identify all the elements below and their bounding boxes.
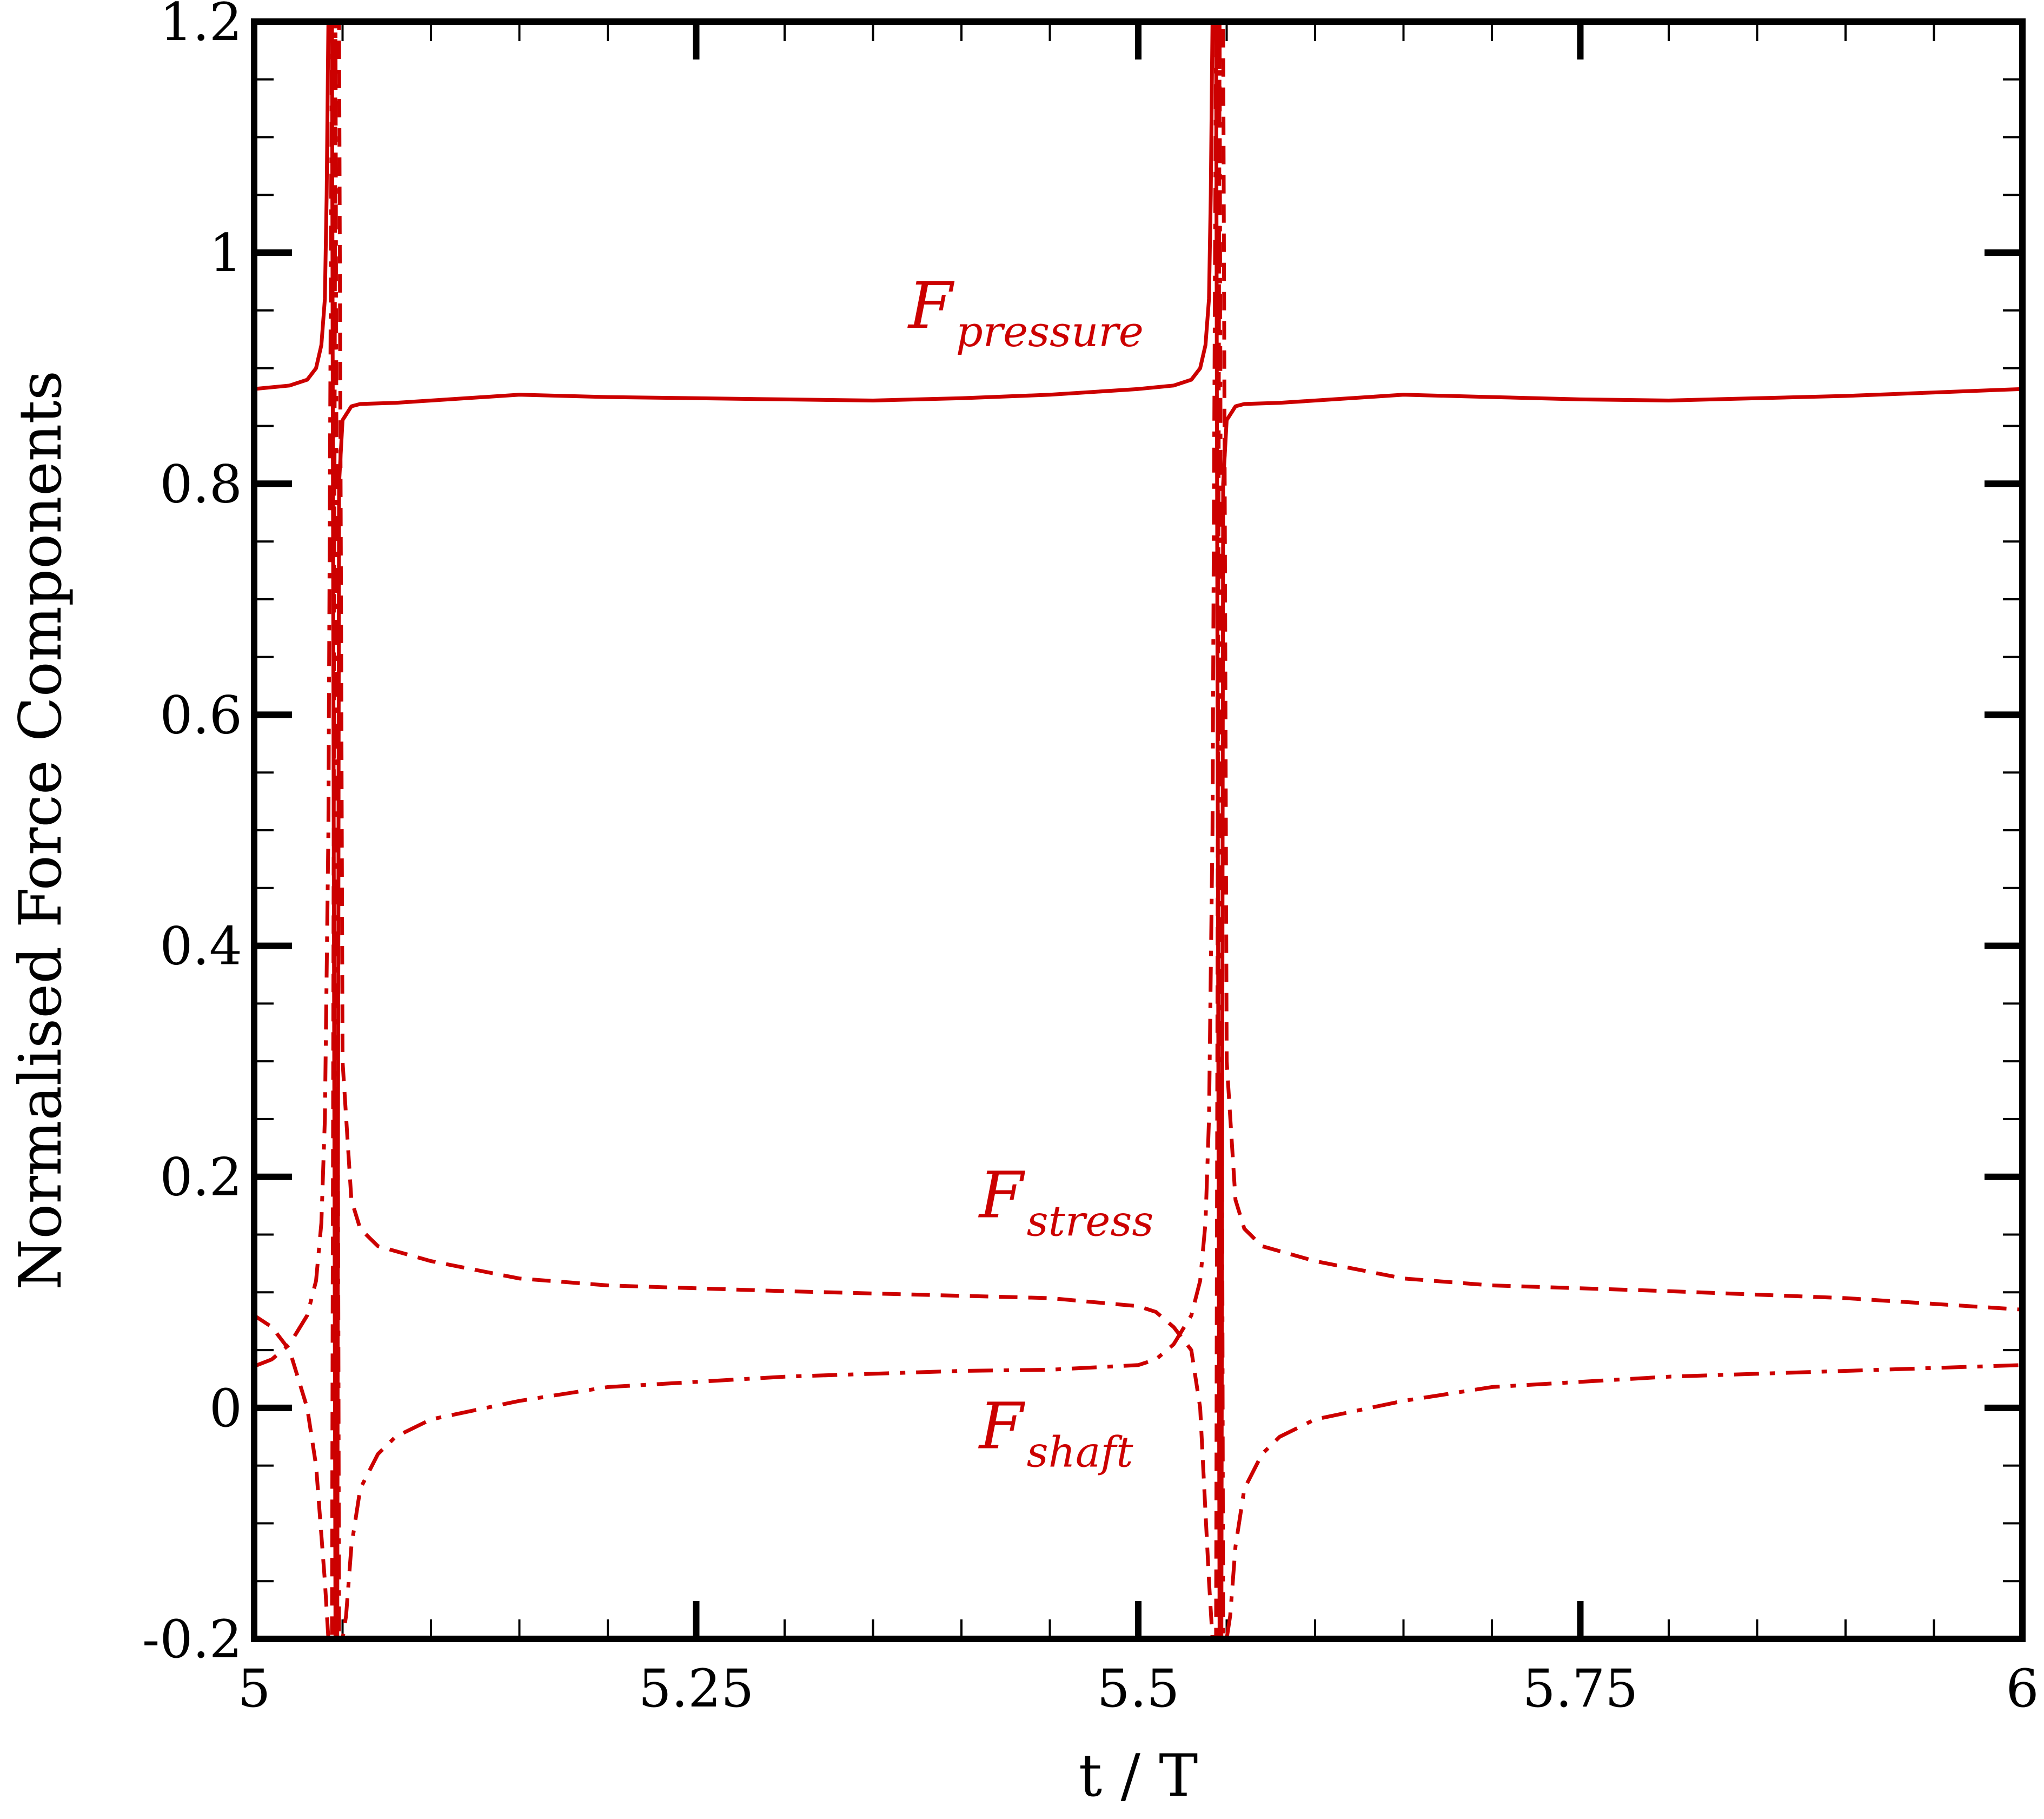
series-annotations: Fpressure Fstress Fshaft: [907, 268, 1154, 1477]
y-tick-label: 0.2: [160, 1147, 242, 1208]
series-lines: [254, 22, 2022, 1639]
y-tick-label: 0.6: [160, 685, 242, 745]
x-tick-label: 5: [237, 1658, 270, 1719]
series-line-pressure: [254, 22, 2022, 1639]
series-line-stress: [254, 22, 2022, 1639]
x-tick-label: 5.75: [1523, 1658, 1638, 1719]
y-axis-title: Normalised Force Components: [7, 371, 75, 1290]
series-line-shaft: [254, 22, 2022, 1639]
series-label-shaft: Fshaft: [978, 1389, 1134, 1477]
y-tick-label: 1: [209, 223, 242, 283]
series-label-stress: Fstress: [978, 1157, 1154, 1246]
x-axis-title: t / T: [1079, 1742, 1198, 1810]
plot-frame: [251, 18, 2026, 1642]
y-tick-label: 0.4: [160, 916, 242, 977]
x-tick-label: 6: [2006, 1658, 2039, 1719]
y-tick-label: 0: [209, 1378, 242, 1439]
y-tick-label: 0.8: [160, 454, 242, 514]
series-label-pressure: Fpressure: [907, 268, 1144, 356]
y-tick-label: -0.2: [142, 1609, 242, 1670]
x-tick-label: 5.25: [639, 1658, 754, 1719]
tick-labels: 5 5.25 5.5 5.75 6 -0.2 0 0.2 0.4 0.6 0.8 1 1.2: [142, 0, 2039, 1719]
axis-ticks: [251, 18, 2026, 1642]
x-tick-label: 5.5: [1097, 1658, 1180, 1719]
y-tick-label: 1.2: [160, 0, 242, 52]
